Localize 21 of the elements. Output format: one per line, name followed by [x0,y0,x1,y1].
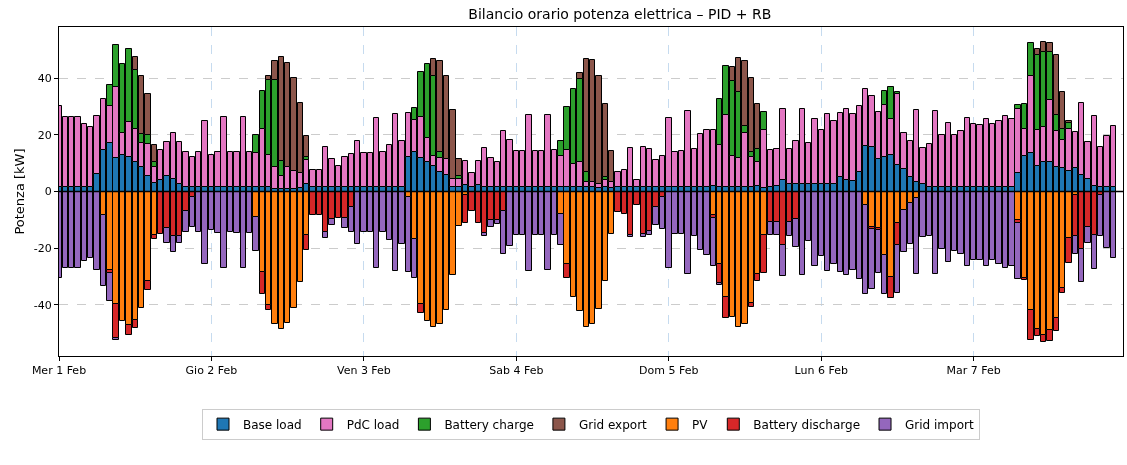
x-tick-label: Ven 3 Feb [336,364,391,378]
legend-label: Battery charge [444,417,534,432]
legend-label: Grid import [905,417,974,432]
y-tick-label: -20 [33,242,52,256]
legend-label: Base load [243,417,302,432]
legend-label: Grid export [578,417,648,432]
legend-label: Battery discharge [753,417,861,432]
x-tick-label: Dom 5 Feb [639,364,699,378]
legend-label: PV [692,417,709,432]
x-tick-label: Lun 6 Feb [794,364,848,378]
legend-label: PdC load [346,417,400,432]
y-tick-label: 0 [44,185,52,199]
x-tick-label: Mer 1 Feb [31,364,87,378]
chart-title: Bilancio orario potenza elettrica – PID + RB [468,5,772,22]
x-tick-label: Mar 7 Feb [946,364,1001,378]
y-axis-title: Potenza [kW] [11,148,27,235]
x-tick-label: Sab 4 Feb [489,364,544,378]
x-tick-label: Gio 2 Feb [185,364,238,378]
y-tick-label: 20 [37,128,52,142]
y-tick-label: -40 [33,298,52,312]
y-tick-label: 40 [37,71,52,85]
